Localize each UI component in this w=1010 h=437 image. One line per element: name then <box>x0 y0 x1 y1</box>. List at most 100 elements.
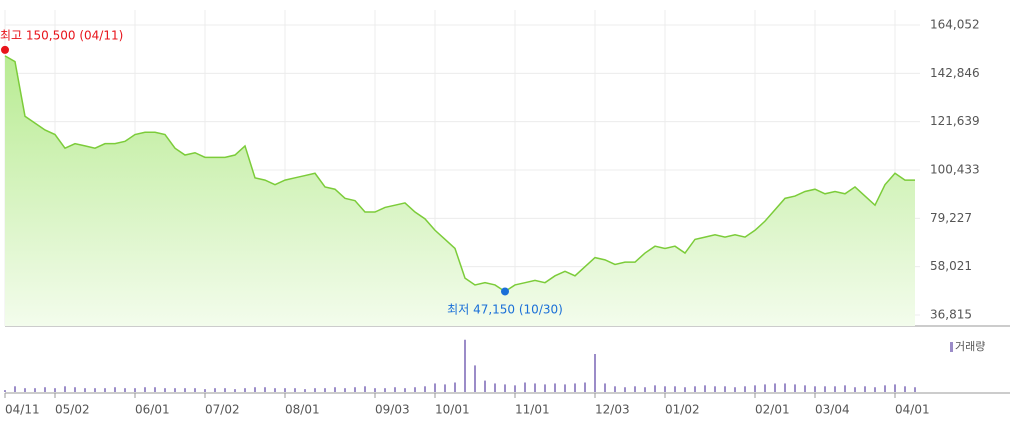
volume-bar <box>774 383 776 392</box>
volume-bar <box>694 386 696 392</box>
x-tick-label: 09/03 <box>375 403 410 417</box>
volume-bar <box>484 380 486 392</box>
volume-bar <box>724 386 726 392</box>
volume-bar <box>74 387 76 392</box>
volume-bar <box>534 383 536 392</box>
volume-bar <box>844 385 846 392</box>
volume-bar <box>444 384 446 392</box>
low-marker <box>501 287 509 296</box>
x-tick-label: 05/02 <box>55 403 90 417</box>
volume-bar <box>894 384 896 392</box>
volume-bar <box>304 389 306 392</box>
volume-bar <box>584 382 586 392</box>
y-tick-label: 142,846 <box>930 66 980 80</box>
volume-bar <box>814 386 816 392</box>
volume-bar <box>514 385 516 392</box>
volume-bar <box>54 388 56 392</box>
volume-bar <box>274 388 276 392</box>
volume-bar <box>764 384 766 392</box>
x-tick-label: 10/01 <box>435 403 470 417</box>
volume-bar <box>734 387 736 392</box>
legend-label: 거래량 <box>955 340 985 353</box>
y-tick-label: 100,433 <box>930 163 980 177</box>
y-tick-label: 79,227 <box>930 211 972 225</box>
y-tick-label: 36,815 <box>930 308 972 322</box>
volume-bar <box>914 387 916 392</box>
volume-bar <box>264 387 266 392</box>
volume-bar <box>424 386 426 392</box>
x-tick-label: 03/04 <box>815 403 850 417</box>
volume-bar <box>574 383 576 392</box>
volume-bar <box>404 388 406 392</box>
volume-bar <box>4 390 6 392</box>
volume-bar <box>134 388 136 392</box>
volume-bar <box>24 388 26 392</box>
price-area <box>5 55 915 326</box>
volume-bar <box>44 387 46 392</box>
volume-bar <box>454 382 456 392</box>
volume-bar <box>214 388 216 392</box>
volume-bar <box>364 386 366 392</box>
volume-bar <box>154 387 156 392</box>
volume-bar <box>84 388 86 392</box>
volume-bar <box>294 388 296 392</box>
volume-bar <box>224 388 226 392</box>
volume-bar <box>644 387 646 392</box>
volume-bar <box>854 387 856 392</box>
volume-bar <box>114 387 116 392</box>
x-tick-label: 02/01 <box>755 403 790 417</box>
volume-bar <box>164 388 166 392</box>
volume-bar <box>284 388 286 392</box>
volume-bar <box>504 384 506 392</box>
volume-bar <box>94 388 96 392</box>
volume-bar <box>104 388 106 392</box>
volume-bar <box>64 386 66 392</box>
volume-bar <box>824 386 826 392</box>
volume-bar <box>14 386 16 392</box>
volume-bar <box>864 386 866 392</box>
high-marker <box>1 45 9 54</box>
volume-bar <box>384 388 386 392</box>
volume-bar <box>874 387 876 392</box>
volume-bar <box>744 386 746 392</box>
volume-bar <box>244 388 246 392</box>
volume-bar <box>594 354 596 392</box>
volume-bar <box>794 384 796 392</box>
x-tick-label: 04/01 <box>895 403 930 417</box>
volume-bar <box>904 386 906 392</box>
volume-bar <box>884 385 886 392</box>
low-label: 최저 47,150 (10/30) <box>447 303 563 317</box>
y-tick-label: 58,021 <box>930 259 972 273</box>
volume-bar <box>124 388 126 392</box>
volume-bar <box>394 387 396 392</box>
volume-bar <box>234 389 236 392</box>
x-tick-label: 11/01 <box>515 403 550 417</box>
volume-bar <box>614 386 616 392</box>
volume-bar <box>714 386 716 392</box>
volume-bar <box>344 388 346 392</box>
volume-bar <box>634 386 636 392</box>
y-tick-label: 121,639 <box>930 114 980 128</box>
volume-bar <box>254 387 256 392</box>
volume-bar <box>184 388 186 392</box>
price-line <box>4 55 915 293</box>
high-label: 최고 150,500 (04/11) <box>0 29 123 43</box>
volume-bar <box>664 386 666 392</box>
x-tick-label: 07/02 <box>205 403 240 417</box>
volume-bar <box>524 382 526 392</box>
volume-bar <box>314 388 316 392</box>
volume-bar <box>554 383 556 392</box>
volume-bar <box>354 387 356 392</box>
volume-bar <box>464 339 466 392</box>
volume-bar <box>834 386 836 392</box>
x-tick-label: 12/03 <box>595 403 630 417</box>
x-tick-label: 04/11 <box>5 403 40 417</box>
x-tick-label: 08/01 <box>285 403 320 417</box>
volume-bar <box>684 387 686 392</box>
x-tick-label: 01/02 <box>665 403 700 417</box>
volume-bar <box>754 385 756 392</box>
volume-bar <box>654 385 656 392</box>
volume-bar <box>784 383 786 392</box>
volume-bar <box>564 384 566 392</box>
